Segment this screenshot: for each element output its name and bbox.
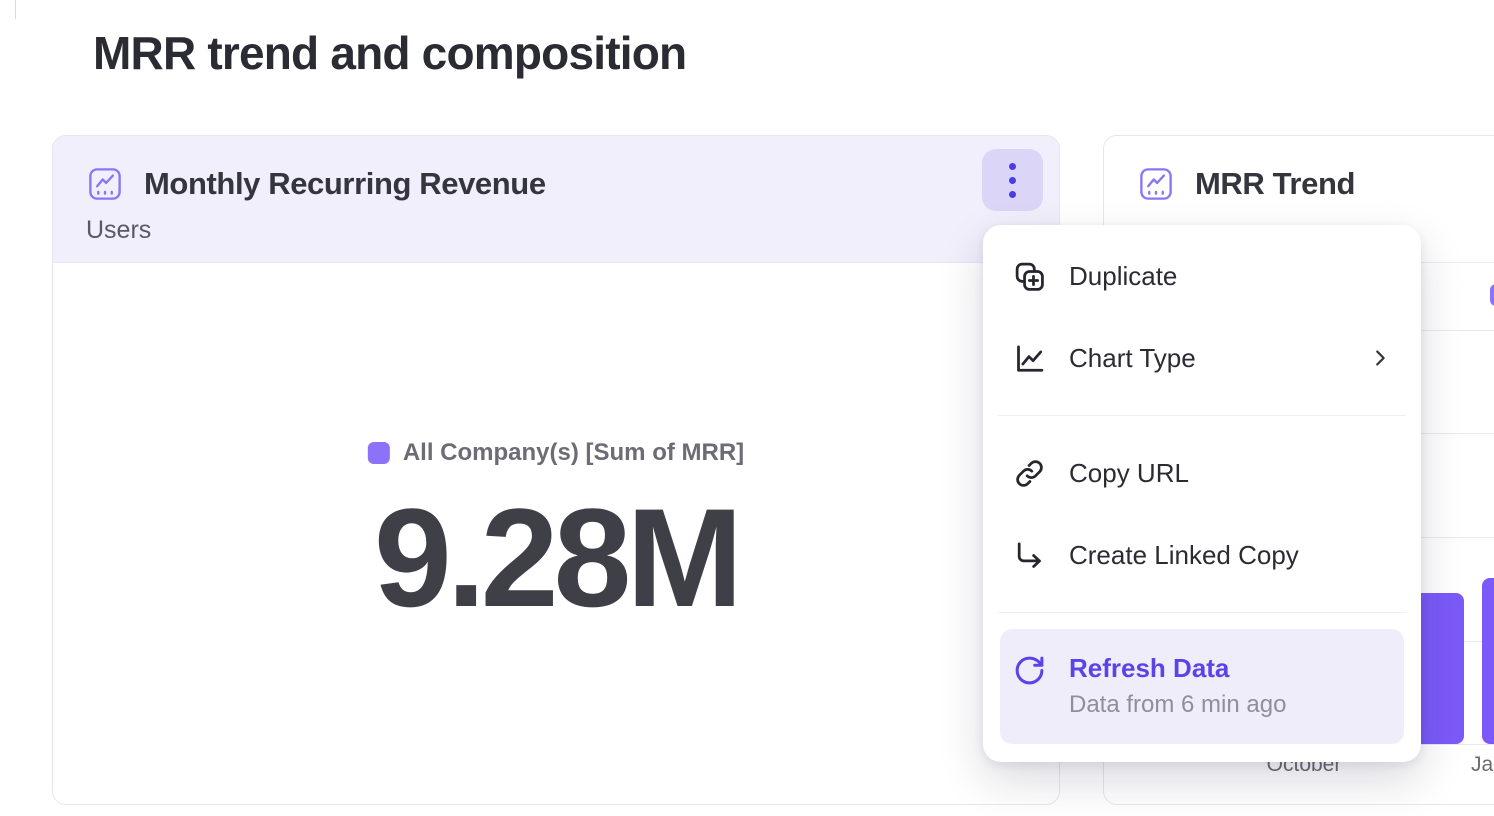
legend-swatch: [367, 442, 390, 464]
refresh-sublabel: Data from 6 min ago: [1069, 691, 1287, 718]
mrr-card-header: Monthly Recurring Revenue Users: [53, 136, 1059, 263]
card-options-button[interactable]: [982, 149, 1043, 211]
menu-item-label: Chart Type: [1069, 342, 1196, 373]
chart-icon: [1138, 166, 1174, 202]
linked-copy-arrow-icon: [1013, 539, 1046, 572]
menu-divider: [998, 612, 1406, 613]
menu-item-chart-type[interactable]: Chart Type: [983, 317, 1421, 399]
menu-item-copy-url[interactable]: Copy URL: [983, 432, 1421, 514]
page-title: MRR trend and composition: [93, 27, 687, 79]
duplicate-icon: [1013, 260, 1046, 293]
context-menu: Duplicate Chart Type: [983, 225, 1421, 762]
menu-item-refresh-data[interactable]: Refresh Data Data from 6 min ago: [1000, 629, 1404, 744]
left-edge-divider: [15, 0, 16, 19]
refresh-text: Refresh Data Data from 6 min ago: [1069, 653, 1286, 718]
menu-item-label: Copy URL: [1069, 457, 1189, 488]
menu-item-label: Refresh Data: [1069, 653, 1230, 683]
chart-icon: [87, 166, 123, 202]
mrr-card-title-row: Monthly Recurring Revenue: [87, 166, 546, 202]
kebab-dot: [1009, 190, 1016, 198]
kpi-value: 9.28M: [373, 479, 743, 636]
refresh-icon: [1013, 654, 1046, 687]
mrr-trend-title-row: MRR Trend: [1138, 166, 1355, 202]
legend-label: All Company(s) [Sum of MRR]: [402, 439, 745, 466]
link-icon: [1013, 457, 1046, 490]
kebab-dot: [1009, 162, 1016, 170]
kebab-dot: [1009, 176, 1016, 184]
menu-item-create-linked-copy[interactable]: Create Linked Copy: [983, 514, 1421, 596]
mrr-card-subtitle: Users: [86, 216, 152, 244]
kpi-legend: All Company(s) [Sum of MRR]: [367, 439, 745, 467]
mrr-card: Monthly Recurring Revenue Users All Comp…: [52, 135, 1060, 805]
menu-item-label: Create Linked Copy: [1069, 539, 1299, 570]
mrr-card-title: Monthly Recurring Revenue: [144, 166, 546, 201]
mrr-trend-card-title: MRR Trend: [1195, 166, 1356, 201]
menu-item-duplicate[interactable]: Duplicate: [983, 235, 1421, 317]
menu-divider: [998, 415, 1406, 416]
menu-item-label: Duplicate: [1069, 260, 1178, 291]
chevron-right-icon: [1369, 347, 1391, 369]
chart-type-icon: [1013, 342, 1046, 375]
trend-legend-swatch: [1490, 284, 1494, 306]
